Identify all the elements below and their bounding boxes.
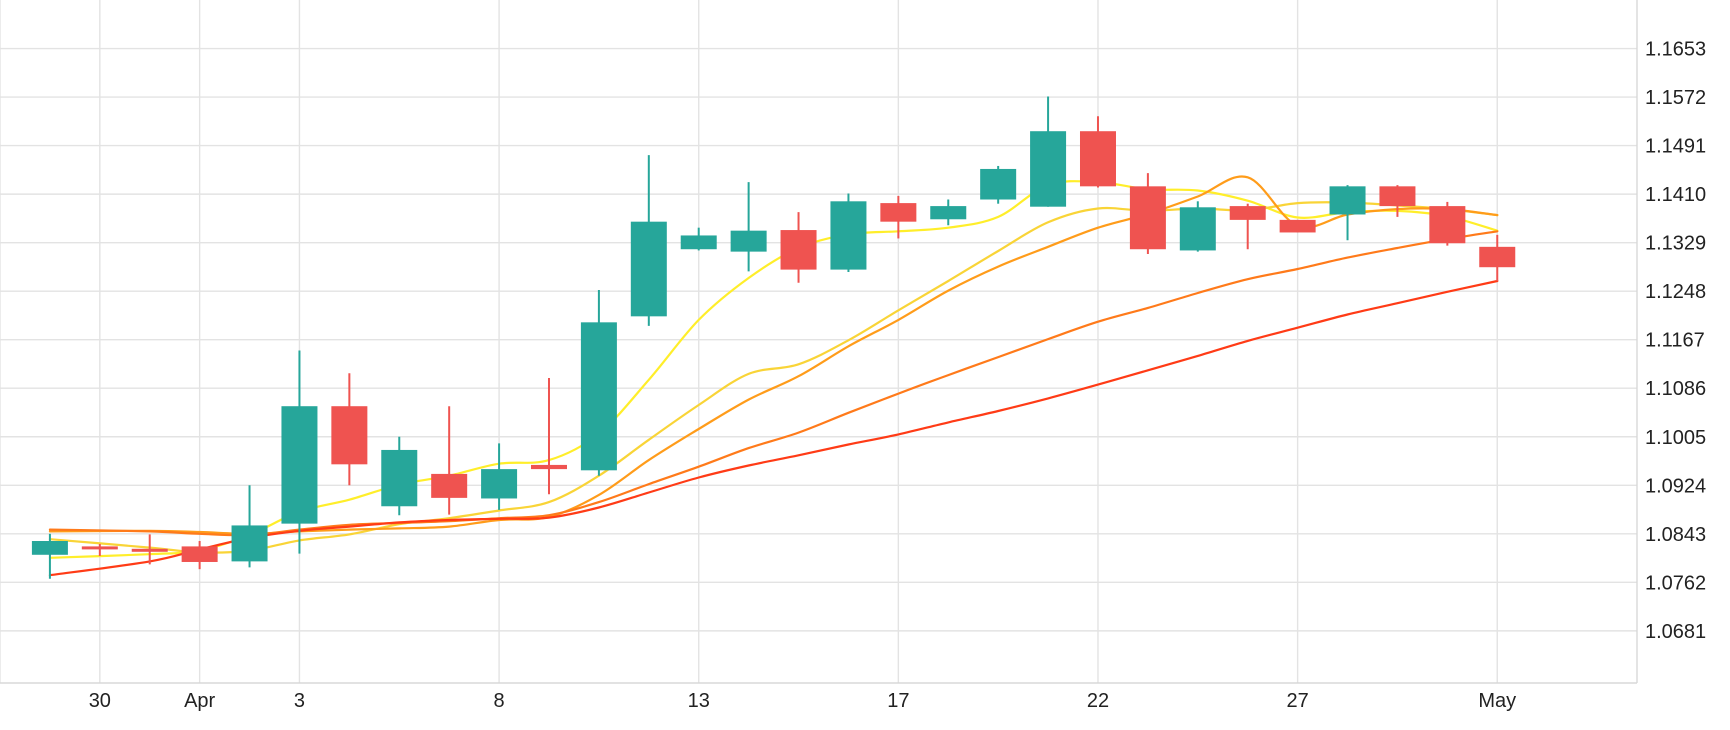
candle-up xyxy=(281,350,318,554)
candle-body xyxy=(530,464,567,470)
y-tick-label: 1.0924 xyxy=(1645,475,1706,497)
candle-body xyxy=(680,235,717,250)
candle-down xyxy=(431,406,468,515)
x-tick-label: May xyxy=(1478,690,1516,712)
candle-down xyxy=(1129,173,1166,255)
candle-body xyxy=(580,322,617,471)
candle-body xyxy=(31,541,68,555)
y-tick-label: 1.1572 xyxy=(1645,87,1706,109)
candle-down xyxy=(780,212,817,283)
y-tick-label: 1.0681 xyxy=(1645,621,1706,643)
candle-body xyxy=(481,469,518,499)
candle-body xyxy=(1079,131,1116,187)
candle-body xyxy=(1229,206,1266,220)
y-tick-label: 1.0762 xyxy=(1645,572,1706,594)
candle-down xyxy=(331,373,368,486)
candle-down xyxy=(81,544,118,556)
gridlines xyxy=(0,0,1637,683)
candle-body xyxy=(630,221,667,317)
x-tick-label: 17 xyxy=(887,690,909,712)
x-tick-label: 30 xyxy=(89,690,111,712)
candle-up xyxy=(930,199,967,226)
candle-body xyxy=(1429,206,1466,244)
candle-down xyxy=(131,534,168,565)
candle-up xyxy=(830,193,867,273)
candle-body xyxy=(930,206,967,220)
candle-body xyxy=(1030,131,1067,207)
candle-body xyxy=(730,230,767,252)
candle-up xyxy=(730,182,767,272)
candle-down xyxy=(1279,219,1316,233)
candle-down xyxy=(880,195,917,239)
candle-up xyxy=(231,485,268,568)
candle-up xyxy=(1030,96,1067,207)
x-tick-label: 3 xyxy=(294,690,305,712)
x-tick-label: Apr xyxy=(184,690,215,712)
candle-body xyxy=(830,201,867,270)
candle-body xyxy=(331,406,368,465)
candle-up xyxy=(481,443,518,510)
y-tick-label: 1.1410 xyxy=(1645,184,1706,206)
candle-down xyxy=(530,378,567,495)
tick-labels: 1.0681 1.0762 1.0843 1.0924 1.1005 1.1086 1.11… xyxy=(89,39,1706,712)
y-tick-label: 1.0843 xyxy=(1645,524,1706,546)
candle-body xyxy=(880,203,917,222)
candle-body xyxy=(1279,219,1316,233)
axes xyxy=(0,0,1638,684)
candle-body xyxy=(1329,186,1366,215)
candle-body xyxy=(1379,186,1416,207)
candle-up xyxy=(1179,201,1216,252)
ma-line-5 xyxy=(48,279,1499,577)
candle-down xyxy=(1379,185,1416,217)
candle-down xyxy=(1429,201,1466,246)
candle-body xyxy=(431,473,468,498)
candle-body xyxy=(980,168,1017,200)
candle-body xyxy=(231,525,268,562)
y-tick-label: 1.1086 xyxy=(1645,378,1706,400)
y-tick-label: 1.1248 xyxy=(1645,281,1706,303)
ma-line-3 xyxy=(48,175,1499,535)
candle-up xyxy=(381,436,418,516)
candles xyxy=(31,96,1516,579)
y-tick-label: 1.1653 xyxy=(1645,39,1706,61)
x-tick-label: 22 xyxy=(1087,690,1109,712)
ma-line-4 xyxy=(48,230,1499,537)
candle-body xyxy=(381,449,418,507)
candle-up xyxy=(980,165,1017,204)
candle-down xyxy=(1229,203,1266,250)
candle-body xyxy=(1129,186,1166,250)
candle-up xyxy=(580,289,617,476)
ma-line-2 xyxy=(48,201,1499,554)
candle-body xyxy=(1179,207,1216,251)
x-tick-label: 8 xyxy=(494,690,505,712)
candle-body xyxy=(131,548,168,552)
x-tick-label: 13 xyxy=(688,690,710,712)
candle-down xyxy=(1079,116,1116,188)
y-tick-label: 1.1005 xyxy=(1645,427,1706,449)
candle-body xyxy=(81,546,118,550)
candle-up xyxy=(1329,185,1366,241)
candle-body xyxy=(1479,246,1516,268)
y-tick-label: 1.1167 xyxy=(1645,330,1705,352)
candle-up xyxy=(31,533,68,579)
candle-up xyxy=(630,155,667,326)
candle-body xyxy=(181,546,218,562)
candle-down xyxy=(1479,234,1516,281)
candle-up xyxy=(680,227,717,251)
candle-down xyxy=(181,541,218,570)
candle-body xyxy=(780,230,817,270)
y-tick-label: 1.1491 xyxy=(1645,136,1706,158)
x-tick-label: 27 xyxy=(1286,690,1308,712)
candle-body xyxy=(281,406,318,524)
y-tick-label: 1.1329 xyxy=(1645,233,1706,255)
moving-average-lines xyxy=(48,175,1499,577)
